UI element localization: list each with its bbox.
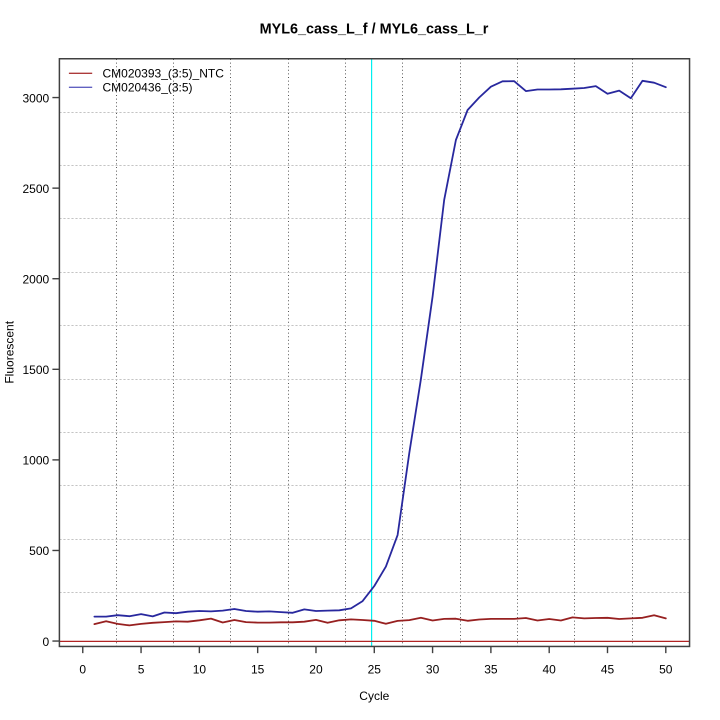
svg-text:5: 5 [138, 662, 145, 676]
svg-text:0: 0 [43, 635, 50, 649]
svg-text:30: 30 [426, 662, 440, 676]
svg-text:1500: 1500 [22, 363, 49, 377]
svg-text:20: 20 [309, 662, 323, 676]
svg-text:1000: 1000 [22, 454, 49, 468]
svg-text:CM020393_(3:5)_NTC: CM020393_(3:5)_NTC [103, 67, 225, 81]
svg-text:50: 50 [659, 662, 673, 676]
svg-text:500: 500 [29, 544, 49, 558]
svg-text:Fluorescent: Fluorescent [3, 320, 17, 383]
svg-text:3000: 3000 [22, 91, 49, 105]
svg-text:MYL6_cass_L_f / MYL6_cass_L_r: MYL6_cass_L_f / MYL6_cass_L_r [260, 22, 489, 38]
svg-text:0: 0 [79, 662, 86, 676]
svg-text:25: 25 [368, 662, 382, 676]
svg-text:2000: 2000 [22, 272, 49, 286]
svg-text:CM020436_(3:5): CM020436_(3:5) [103, 81, 193, 95]
svg-text:35: 35 [484, 662, 498, 676]
svg-text:45: 45 [601, 662, 615, 676]
svg-text:2500: 2500 [22, 182, 49, 196]
svg-text:Cycle: Cycle [359, 689, 389, 703]
svg-text:15: 15 [251, 662, 265, 676]
svg-text:10: 10 [193, 662, 207, 676]
svg-text:40: 40 [543, 662, 557, 676]
